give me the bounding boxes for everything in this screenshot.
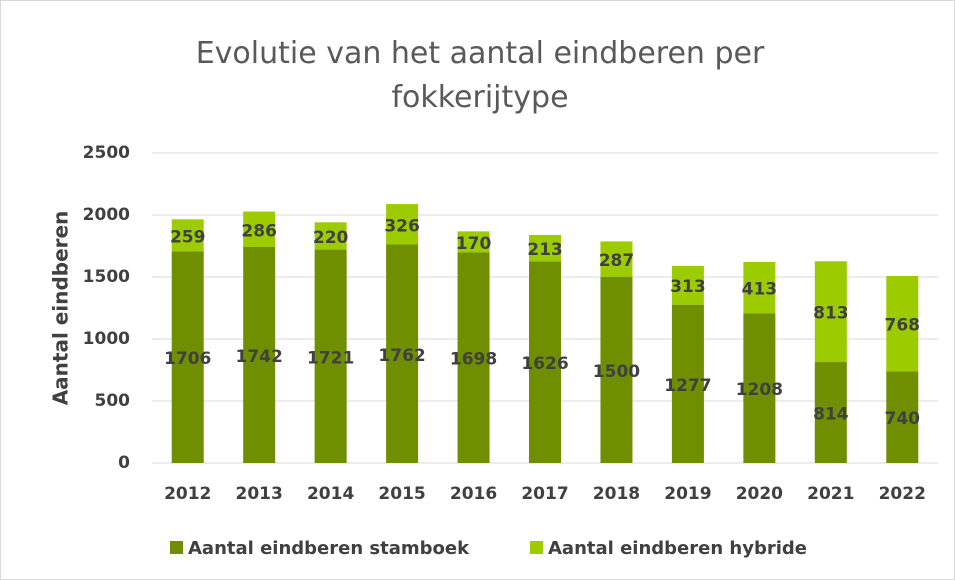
y-tick-label: 0 bbox=[118, 453, 130, 473]
data-label: 287 bbox=[599, 251, 635, 271]
bar-segment bbox=[529, 234, 561, 262]
data-label: 1721 bbox=[307, 348, 354, 368]
x-tick-label: 2013 bbox=[236, 484, 283, 504]
x-tick-label: 2017 bbox=[521, 484, 568, 504]
data-label: 170 bbox=[456, 234, 492, 254]
bar-segment bbox=[314, 222, 347, 250]
y-tick-label: 1000 bbox=[83, 329, 130, 349]
y-tick-label: 1500 bbox=[83, 267, 130, 287]
bar-segment bbox=[886, 371, 919, 463]
data-label: 1762 bbox=[378, 346, 425, 366]
x-tick-label: 2022 bbox=[879, 484, 926, 504]
bar-segment bbox=[457, 252, 490, 463]
data-label: 259 bbox=[170, 227, 206, 247]
data-label: 1706 bbox=[164, 349, 211, 369]
legend-label: Aantal eindberen stamboek bbox=[188, 538, 470, 559]
data-label: 1500 bbox=[593, 362, 640, 382]
x-tick-label: 2012 bbox=[164, 484, 211, 504]
data-label: 813 bbox=[813, 304, 849, 324]
bar-segment bbox=[814, 261, 847, 363]
bar-segment bbox=[814, 362, 847, 463]
legend-swatch bbox=[170, 541, 183, 554]
bar-segment bbox=[529, 261, 561, 463]
x-tick-label: 2016 bbox=[450, 484, 497, 504]
bar-segment bbox=[243, 246, 276, 463]
data-label: 1277 bbox=[664, 376, 711, 396]
bar-segment bbox=[600, 277, 633, 463]
bar-segment bbox=[743, 313, 776, 463]
bar-segment bbox=[314, 249, 347, 463]
bar-segment bbox=[743, 261, 776, 314]
y-tick-label: 500 bbox=[95, 391, 131, 411]
data-label: 220 bbox=[313, 228, 349, 248]
x-tick-label: 2015 bbox=[378, 484, 425, 504]
x-tick-label: 2019 bbox=[664, 484, 711, 504]
data-label: 313 bbox=[670, 277, 706, 297]
chart-title: Evolutie van het aantal eindberen per fo… bbox=[195, 36, 765, 115]
data-label: 1742 bbox=[236, 347, 283, 367]
bar-segment bbox=[671, 304, 704, 463]
data-label: 740 bbox=[885, 409, 921, 429]
data-label: 814 bbox=[813, 405, 849, 425]
bar-segment bbox=[886, 276, 919, 372]
data-label: 1208 bbox=[736, 380, 783, 400]
legend-swatch bbox=[530, 541, 543, 554]
legend-label: Aantal eindberen hybride bbox=[548, 538, 807, 559]
data-label: 1626 bbox=[521, 354, 568, 374]
y-tick-label: 2000 bbox=[83, 205, 130, 225]
data-label: 768 bbox=[885, 316, 921, 336]
bar-segment bbox=[171, 219, 204, 252]
y-axis-label: Aantal eindberen bbox=[49, 211, 73, 406]
data-label: 326 bbox=[384, 216, 420, 236]
data-label: 286 bbox=[241, 221, 277, 241]
bar-segment bbox=[600, 241, 633, 277]
data-label: 413 bbox=[742, 280, 778, 300]
bar-segment bbox=[386, 244, 419, 463]
bar-segment bbox=[171, 251, 204, 463]
x-tick-label: 2020 bbox=[736, 484, 783, 504]
data-label: 213 bbox=[527, 240, 563, 260]
x-tick-label: 2014 bbox=[307, 484, 354, 504]
x-tick-label: 2018 bbox=[593, 484, 640, 504]
bar-segment bbox=[386, 204, 419, 245]
data-label: 1698 bbox=[450, 350, 497, 370]
x-tick-label: 2021 bbox=[807, 484, 854, 504]
bar-segment bbox=[457, 231, 490, 253]
bar-segment bbox=[243, 211, 276, 247]
bar-segment bbox=[671, 265, 704, 305]
y-tick-label: 2500 bbox=[83, 143, 130, 163]
